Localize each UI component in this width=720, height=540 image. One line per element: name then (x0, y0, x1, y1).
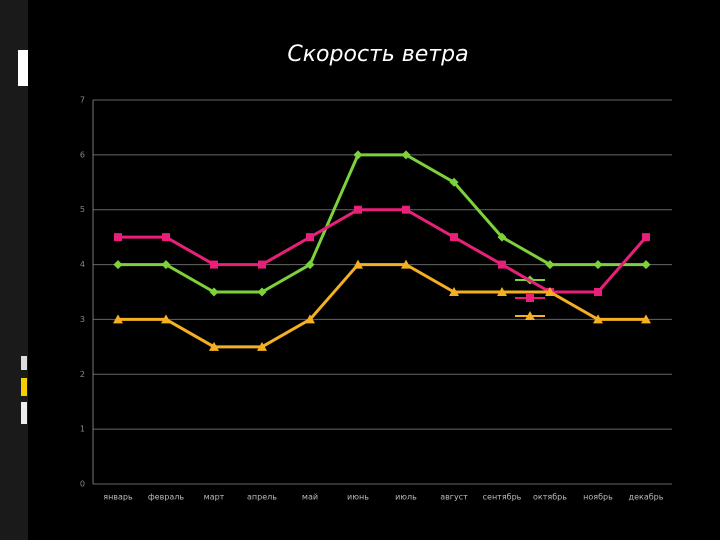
data-point (402, 205, 410, 214)
data-point (497, 232, 507, 242)
data-point (305, 314, 315, 324)
data-point (449, 287, 459, 296)
x-tick-label: август (440, 493, 468, 502)
data-point (498, 260, 506, 269)
data-point (497, 287, 507, 296)
data-point (545, 287, 555, 296)
legend-marker (526, 294, 534, 302)
data-point (257, 341, 267, 351)
decor-square (21, 402, 27, 424)
y-tick-label: 6 (80, 150, 85, 159)
data-point (354, 205, 362, 214)
x-tick-label: январь (103, 493, 133, 502)
x-tick-label: апрель (247, 493, 277, 502)
data-point (642, 233, 650, 242)
data-point (353, 150, 363, 160)
data-point (306, 233, 314, 242)
series-line (118, 208, 648, 294)
data-point (450, 233, 458, 242)
x-tick-label: июль (395, 493, 417, 502)
y-tick-label: 1 (80, 425, 85, 434)
data-point (641, 260, 651, 270)
x-tick-label: июнь (347, 493, 369, 502)
data-point (113, 260, 123, 270)
data-point (209, 287, 219, 297)
data-point (305, 260, 315, 270)
data-point (114, 233, 122, 242)
decor-square (21, 356, 27, 370)
data-point (161, 260, 171, 270)
x-tick-label: сентябрь (483, 493, 522, 502)
data-point (161, 314, 171, 324)
y-tick-label: 5 (80, 205, 85, 214)
data-point (209, 341, 219, 351)
legend-marker (525, 311, 535, 320)
y-tick-label: 3 (80, 315, 85, 324)
data-point (593, 314, 603, 324)
data-point (353, 259, 363, 269)
data-point (641, 314, 651, 324)
x-tick-label: март (204, 493, 225, 502)
data-point (258, 260, 266, 269)
data-point (594, 288, 602, 296)
data-point (593, 260, 603, 270)
data-point (401, 150, 411, 160)
series-line (118, 153, 646, 294)
data-point (210, 260, 218, 269)
y-tick-label: 0 (80, 480, 85, 489)
data-point (257, 287, 267, 297)
decor-block (18, 50, 28, 86)
data-point (401, 259, 411, 269)
x-tick-label: октябрь (533, 493, 567, 502)
data-point (545, 260, 555, 270)
y-tick-label: 2 (80, 370, 85, 379)
side-strip (0, 0, 28, 540)
x-tick-label: декабрь (629, 493, 664, 502)
series-line (118, 263, 646, 349)
data-point (162, 233, 170, 242)
x-tick-label: ноябрь (583, 493, 613, 502)
chart-title: Скорость ветра (287, 42, 468, 67)
x-tick-label: май (302, 493, 318, 502)
y-tick-label: 7 (80, 96, 85, 105)
data-point (113, 314, 123, 324)
x-tick-label: февраль (148, 493, 185, 502)
y-tick-label: 4 (80, 260, 85, 269)
decor-square (21, 378, 27, 396)
data-point (449, 177, 459, 187)
